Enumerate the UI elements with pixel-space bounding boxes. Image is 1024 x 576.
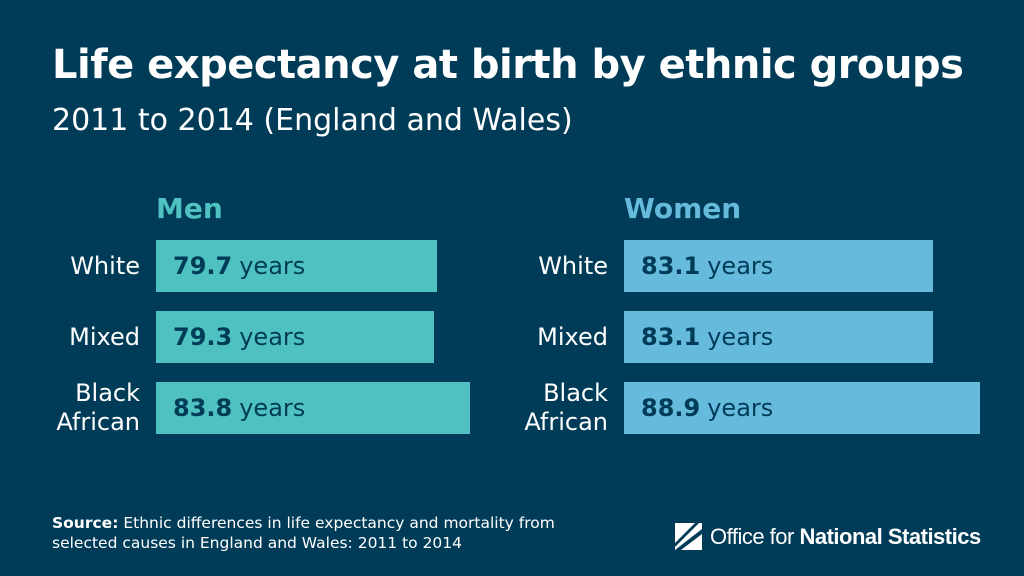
men-bar-unit: years <box>239 394 306 422</box>
source-label: Source: <box>52 514 119 532</box>
women-panel-title: Women <box>624 192 742 225</box>
chart-subtitle: 2011 to 2014 (England and Wales) <box>52 103 573 138</box>
category-label-line: African <box>56 408 140 436</box>
ons-logo-text: Office for National Statistics <box>710 524 981 550</box>
women-bar: 83.1 years <box>624 240 933 292</box>
men-bar-unit: years <box>239 323 306 351</box>
source-text: Ethnic differences in life expectancy an… <box>52 514 555 552</box>
men-bar: 83.8 years <box>156 382 470 434</box>
category-label-line: White <box>538 251 608 280</box>
women-bar: 88.9 years <box>624 382 980 434</box>
women-bar: 83.1 years <box>624 311 933 363</box>
source-note: Source: Ethnic differences in life expec… <box>52 513 572 553</box>
women-bar-value: 88.9 <box>641 394 701 422</box>
men-bar-value: 79.7 <box>173 252 233 280</box>
category-label-line: African <box>524 408 608 436</box>
men-category-label: Black African <box>0 379 140 437</box>
category-label-line: Mixed <box>69 322 140 351</box>
men-bar-unit: years <box>239 252 306 280</box>
men-category-label: White <box>0 252 140 281</box>
ons-logo-icon <box>675 523 702 550</box>
category-label-line: White <box>70 251 140 280</box>
women-bar-value: 83.1 <box>641 252 701 280</box>
category-label-line: Black <box>543 379 608 407</box>
chart-title: Life expectancy at birth by ethnic group… <box>52 42 964 88</box>
women-category-label: Mixed <box>468 323 608 352</box>
men-bar: 79.7 years <box>156 240 437 292</box>
category-label-line: Mixed <box>537 322 608 351</box>
category-label-line: Black <box>75 379 140 407</box>
women-category-label: White <box>468 252 608 281</box>
women-bar-unit: years <box>707 394 774 422</box>
men-bar: 79.3 years <box>156 311 434 363</box>
men-bar-value: 79.3 <box>173 323 233 351</box>
women-category-label: Black African <box>468 379 608 437</box>
men-panel-title: Men <box>156 192 223 225</box>
logo-text-bold: National Statistics <box>799 523 981 549</box>
men-bar-value: 83.8 <box>173 394 233 422</box>
women-bar-value: 83.1 <box>641 323 701 351</box>
men-category-label: Mixed <box>0 323 140 352</box>
women-bar-unit: years <box>707 252 774 280</box>
logo-text-regular: Office for <box>710 523 794 549</box>
ons-logo: Office for National Statistics <box>675 523 981 550</box>
women-bar-unit: years <box>707 323 774 351</box>
